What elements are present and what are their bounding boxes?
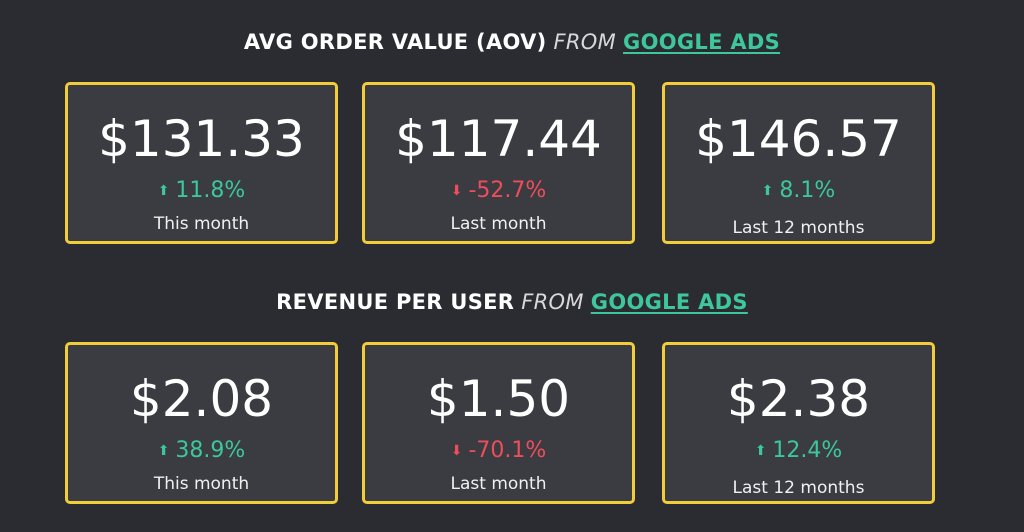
- rpu-card-last-month: $1.50 ⬇ -70.1% Last month: [362, 342, 635, 504]
- aov-card-this-month: $131.33 ⬆ 11.8% This month: [65, 82, 338, 244]
- rpu-card-this-month: $2.08 ⬆ 38.9% This month: [65, 342, 338, 504]
- rpu-last-month-change: ⬇ -70.1%: [365, 437, 632, 465]
- aov-card-last-12-months: $146.57 ⬆ 8.1% Last 12 months: [662, 82, 935, 244]
- rpu-title-from: FROM: [521, 290, 584, 314]
- arrow-up-icon: ⬆: [754, 443, 767, 459]
- aov-title-from: FROM: [553, 30, 617, 54]
- aov-last-12-months-period: Last 12 months: [732, 218, 865, 238]
- aov-last-month-period: Last month: [450, 214, 547, 234]
- rpu-last-month-value: $1.50: [426, 370, 571, 428]
- aov-last-month-value: $117.44: [395, 110, 602, 168]
- rpu-last-month-change-value: -70.1%: [468, 438, 547, 463]
- rpu-this-month-period: This month: [153, 474, 250, 494]
- rpu-last-12-months-period: Last 12 months: [732, 478, 865, 498]
- rpu-last-12-months-change: ⬆ 12.4%: [665, 437, 932, 465]
- aov-this-month-change-value: 11.8%: [175, 178, 246, 203]
- rpu-this-month-change-value: 38.9%: [175, 438, 246, 463]
- aov-last-month-change: ⬇ -52.7%: [365, 177, 632, 205]
- aov-this-month-period: This month: [153, 214, 250, 234]
- aov-source-link[interactable]: GOOGLE ADS: [623, 30, 781, 54]
- rpu-section-title: REVENUE PER USER FROM GOOGLE ADS: [0, 290, 1024, 314]
- rpu-last-month-period: Last month: [450, 474, 547, 494]
- rpu-last-12-months-change-value: 12.4%: [772, 438, 843, 463]
- rpu-card-last-12-months: $2.38 ⬆ 12.4% Last 12 months: [662, 342, 935, 504]
- aov-section-title: AVG ORDER VALUE (AOV) FROM GOOGLE ADS: [0, 30, 1024, 54]
- arrow-up-icon: ⬆: [761, 183, 774, 199]
- arrow-up-icon: ⬆: [157, 443, 170, 459]
- aov-title-text: AVG ORDER VALUE (AOV): [243, 30, 547, 54]
- aov-last-month-change-value: -52.7%: [468, 178, 547, 203]
- arrow-down-icon: ⬇: [450, 183, 463, 199]
- aov-this-month-value: $131.33: [98, 110, 305, 168]
- rpu-source-link[interactable]: GOOGLE ADS: [590, 290, 748, 314]
- aov-last-12-months-change: ⬆ 8.1%: [665, 177, 932, 205]
- rpu-this-month-change: ⬆ 38.9%: [68, 437, 335, 465]
- aov-last-12-months-change-value: 8.1%: [779, 178, 836, 203]
- rpu-last-12-months-value: $2.38: [726, 370, 871, 428]
- arrow-down-icon: ⬇: [450, 443, 463, 459]
- rpu-title-text: REVENUE PER USER: [276, 290, 515, 314]
- arrow-up-icon: ⬆: [157, 183, 170, 199]
- rpu-this-month-value: $2.08: [129, 370, 274, 428]
- aov-this-month-change: ⬆ 11.8%: [68, 177, 335, 205]
- aov-card-last-month: $117.44 ⬇ -52.7% Last month: [362, 82, 635, 244]
- aov-last-12-months-value: $146.57: [695, 110, 902, 168]
